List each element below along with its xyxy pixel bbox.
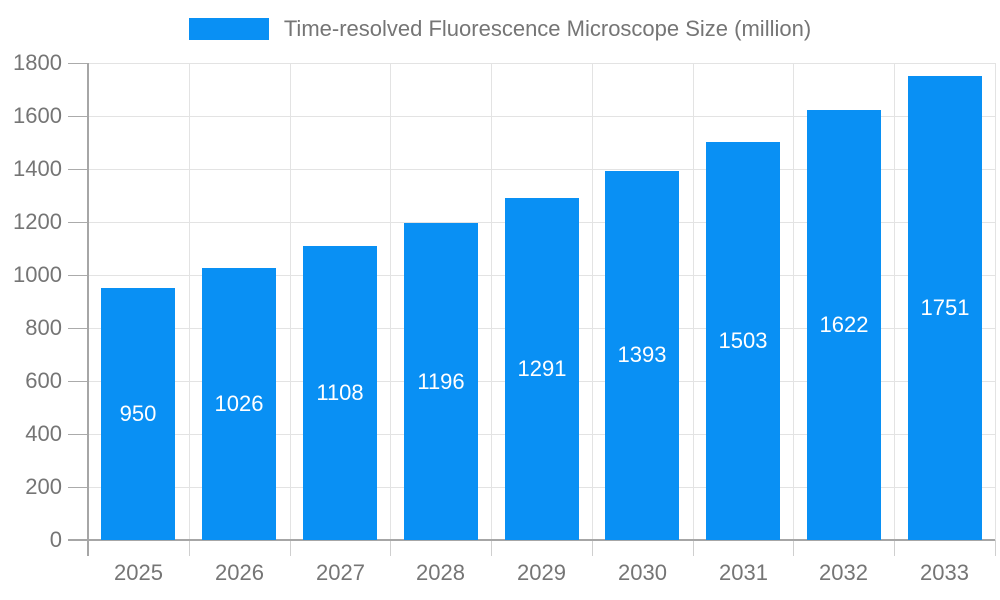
x-axis-line	[68, 539, 995, 541]
bar-value-label: 1291	[517, 356, 567, 381]
bar-value-label: 950	[119, 401, 157, 426]
y-axis-label: 1200	[13, 209, 62, 234]
bar	[807, 110, 881, 540]
x-gridline	[390, 63, 391, 540]
x-axis-label: 2030	[618, 560, 667, 585]
bar	[908, 76, 982, 540]
y-axis-label: 800	[25, 315, 62, 340]
bar	[706, 142, 780, 540]
bar-value-label: 1622	[819, 312, 869, 337]
bar	[605, 171, 679, 540]
y-axis-tick	[68, 487, 88, 488]
bar-value-label: 1196	[417, 369, 465, 394]
y-axis-label: 400	[25, 421, 62, 446]
y-axis-line	[87, 63, 89, 556]
bar-value-label: 1108	[316, 380, 364, 405]
x-axis-label: 2033	[920, 560, 969, 585]
y-axis-tick	[68, 169, 88, 170]
x-gridline	[793, 63, 794, 540]
x-axis-label: 2026	[215, 560, 264, 585]
y-axis-tick	[68, 63, 88, 64]
y-axis-label: 0	[49, 527, 62, 552]
x-axis-label: 2025	[114, 560, 163, 585]
x-axis-tick	[693, 540, 694, 556]
x-axis-tick	[290, 540, 291, 556]
x-axis-tick	[592, 540, 593, 556]
y-axis-tick	[68, 116, 88, 117]
y-axis-label: 200	[25, 474, 62, 499]
x-gridline	[995, 63, 996, 540]
x-gridline	[693, 63, 694, 540]
x-axis-tick	[491, 540, 492, 556]
bar	[404, 223, 478, 540]
legend[interactable]: Time-resolved Fluorescence Microscope Si…	[0, 16, 1000, 42]
x-axis-tick	[793, 540, 794, 556]
bar	[303, 246, 377, 540]
legend-label: Time-resolved Fluorescence Microscope Si…	[283, 16, 812, 41]
bar	[101, 288, 175, 540]
y-axis-label: 1800	[13, 50, 62, 75]
y-axis-tick	[68, 328, 88, 329]
y-axis-tick	[68, 222, 88, 223]
x-gridline	[290, 63, 291, 540]
y-axis-label: 600	[25, 368, 62, 393]
x-gridline	[894, 63, 895, 540]
x-axis-label: 2029	[517, 560, 566, 585]
bar-value-label: 1393	[617, 342, 667, 367]
x-axis-tick	[390, 540, 391, 556]
x-gridline	[491, 63, 492, 540]
bar-value-label: 1026	[214, 391, 264, 416]
x-axis-tick	[894, 540, 895, 556]
y-axis-label: 1600	[13, 103, 62, 128]
bar	[202, 268, 276, 540]
y-gridline	[88, 63, 995, 64]
x-gridline	[189, 63, 190, 540]
x-axis-label: 2031	[719, 560, 768, 585]
x-gridline	[592, 63, 593, 540]
x-axis-tick	[189, 540, 190, 556]
x-axis-label: 2028	[416, 560, 465, 585]
x-axis-tick	[995, 540, 996, 556]
bar	[505, 198, 579, 540]
legend-swatch	[188, 18, 269, 40]
x-axis-label: 2032	[819, 560, 868, 585]
y-axis-tick	[68, 275, 88, 276]
y-axis-tick	[68, 381, 88, 382]
bar-value-label: 1751	[920, 295, 970, 320]
x-axis-label: 2027	[316, 560, 365, 585]
y-gridline	[88, 116, 995, 117]
y-gridline	[88, 169, 995, 170]
y-axis-label: 1000	[13, 262, 62, 287]
y-axis-tick	[68, 434, 88, 435]
y-axis-label: 1400	[13, 156, 62, 181]
bar-value-label: 1503	[718, 328, 768, 353]
